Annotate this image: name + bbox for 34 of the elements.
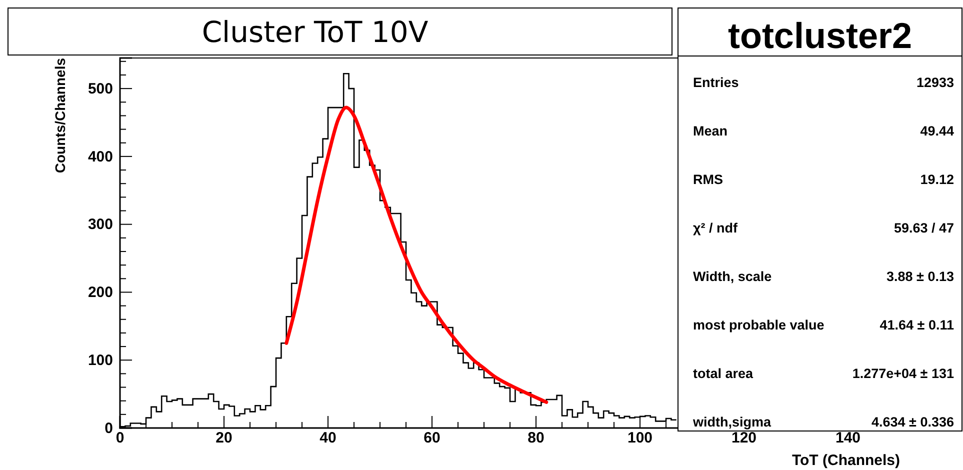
annotation: width,sigma xyxy=(692,414,772,430)
annotation: 59.63 / 47 xyxy=(894,220,954,236)
annotation: Mean xyxy=(693,124,728,138)
x-tick-label: 60 xyxy=(424,430,440,447)
y-tick-label: 200 xyxy=(88,284,113,302)
x-tick-label: 80 xyxy=(528,430,544,447)
x-tick-label: 120 xyxy=(731,430,757,447)
x-axis-title: ToT (Channels) xyxy=(792,452,900,469)
annotation: total area xyxy=(693,366,754,381)
text: totcluster2 xyxy=(728,15,912,56)
chart-title: Cluster ToT 10V xyxy=(202,15,428,49)
x-tick-label: 20 xyxy=(216,430,232,447)
annotation: Width, scale xyxy=(693,269,772,284)
annotation: 3.88 ± 0.13 xyxy=(886,269,954,284)
x-tick-label: 140 xyxy=(835,430,861,447)
y-tick-label: 300 xyxy=(88,216,113,234)
annotation: χ² / ndf xyxy=(693,220,738,236)
y-tick-label: 400 xyxy=(88,148,113,166)
text: 49.44 xyxy=(920,124,954,138)
annotation: RMS xyxy=(693,172,723,187)
annotation: 1.277e+04 ± 131 xyxy=(852,366,954,381)
annotation: 4.634 ± 0.336 xyxy=(872,414,954,430)
y-tick-label: 100 xyxy=(88,352,113,369)
text: 12933 xyxy=(916,75,954,90)
x-tick-label: 40 xyxy=(320,430,336,447)
y-axis-title: Counts/Channels xyxy=(52,58,68,174)
annotation: 41.64 ± 0.11 xyxy=(880,318,954,332)
y-tick-label: 500 xyxy=(88,80,113,98)
x-tick-label: 100 xyxy=(627,430,653,447)
line-series xyxy=(284,106,548,404)
annotation: most probable value xyxy=(693,318,825,332)
text: 19.12 xyxy=(920,172,954,187)
annotation: Entries xyxy=(693,75,739,90)
x-tick-label: 0 xyxy=(116,430,124,447)
